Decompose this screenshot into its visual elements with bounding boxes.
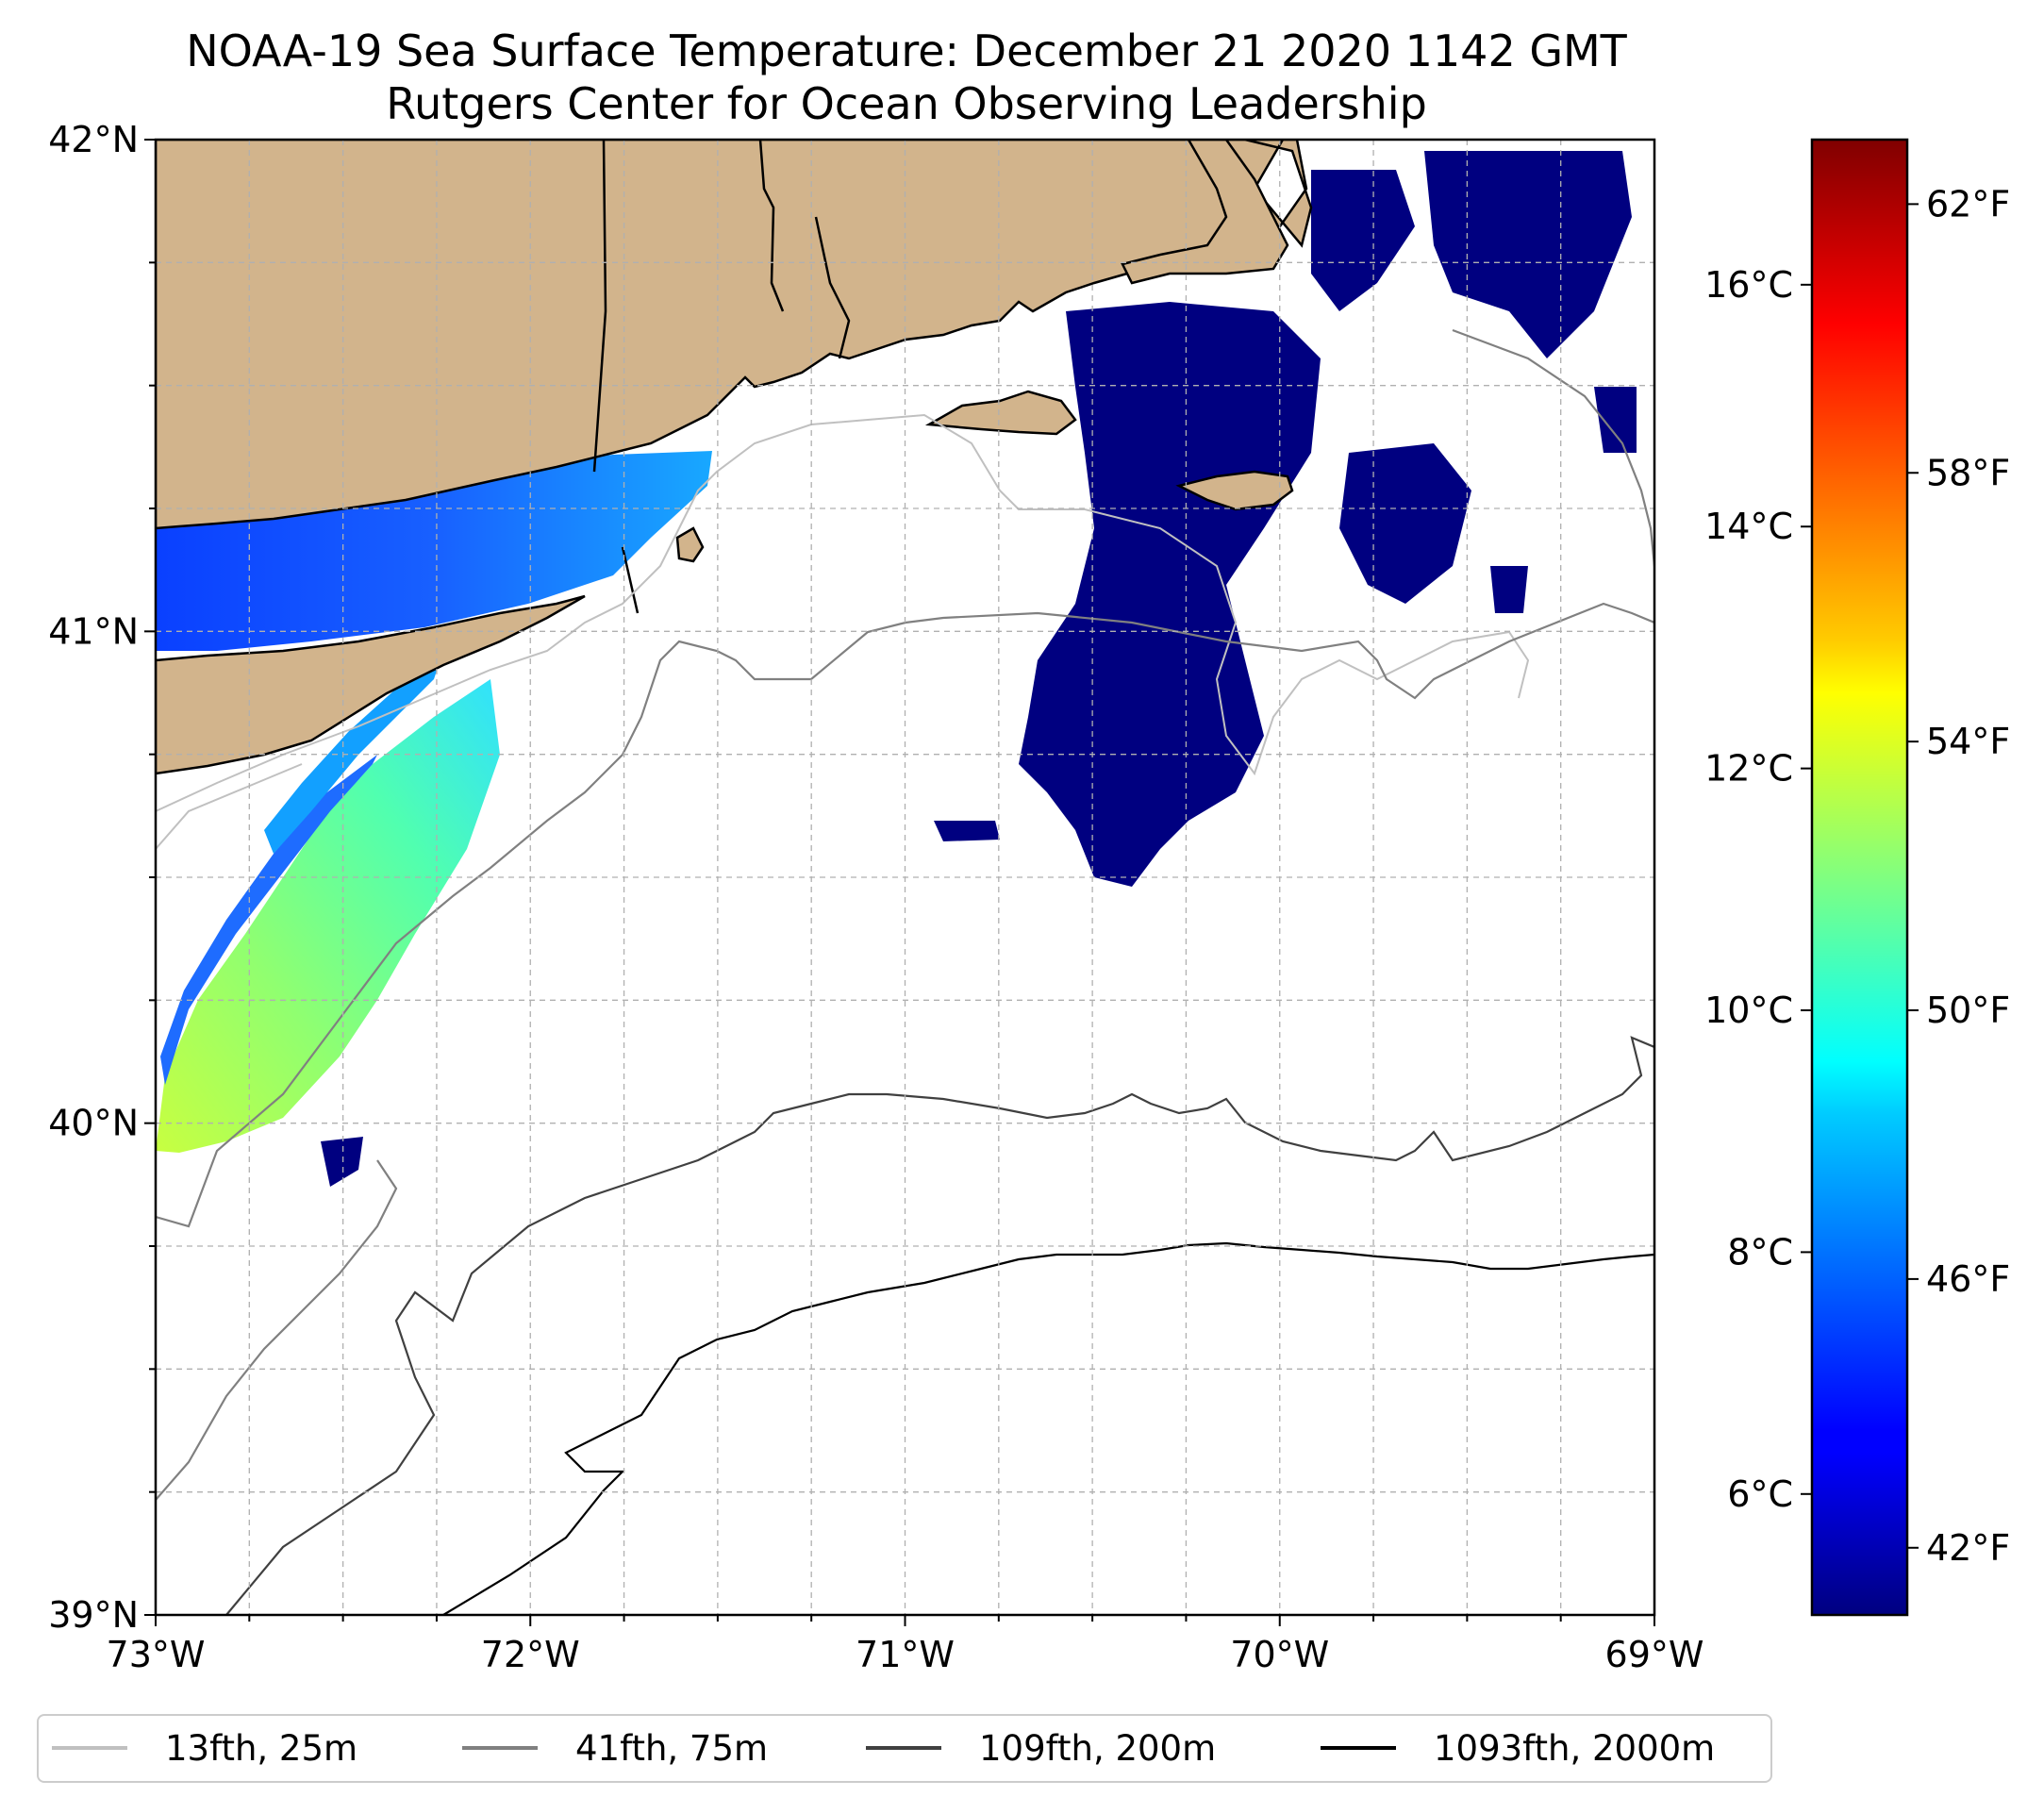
colorbar-celsius-label: 10°C bbox=[1704, 990, 1793, 1031]
contour-75m-b bbox=[1452, 328, 1654, 567]
x-tick-label: 73°W bbox=[107, 1634, 206, 1675]
legend-label: 1093fth, 2000m bbox=[1434, 1728, 1715, 1769]
land-new-england bbox=[156, 140, 1313, 530]
colorbar-fahrenheit-label: 62°F bbox=[1926, 183, 2010, 225]
colorbar-celsius-label: 12°C bbox=[1704, 748, 1793, 790]
x-tick-label: 72°W bbox=[481, 1634, 580, 1675]
legend-label: 13fth, 25m bbox=[165, 1728, 357, 1769]
bathymetry-contours bbox=[156, 328, 1654, 1615]
colorbar-ticks bbox=[1801, 203, 1919, 1549]
y-tick-label: 39°N bbox=[48, 1594, 139, 1636]
colorbar-fahrenheit-label: 42°F bbox=[1926, 1527, 2010, 1569]
y-tick-label: 42°N bbox=[48, 119, 139, 160]
state-borders bbox=[592, 140, 851, 614]
colorbar-celsius-label: 8°C bbox=[1727, 1231, 1793, 1273]
colorbar-labels: 16°C 14°C 12°C 10°C 8°C 6°C 62°F 58°F 54°F 50°F 46… bbox=[1704, 183, 2010, 1568]
sst-patch-coastal-strip bbox=[264, 651, 443, 854]
colorbar-fahrenheit-label: 58°F bbox=[1926, 452, 2010, 493]
contour-75m-c bbox=[156, 1159, 398, 1501]
land-marthas-vineyard bbox=[924, 390, 1077, 436]
sst-patch-east-georges bbox=[1311, 170, 1415, 311]
legend-label: 109fth, 200m bbox=[979, 1728, 1216, 1769]
colorbar bbox=[1812, 140, 1907, 1615]
land-long-island bbox=[156, 594, 586, 775]
map-title: NOAA-19 Sea Surface Temperature: Decembe… bbox=[186, 25, 1627, 76]
colorbar-celsius-label: 6°C bbox=[1727, 1473, 1793, 1515]
colorbar-celsius-label: 14°C bbox=[1704, 506, 1793, 547]
contour-200m bbox=[225, 1036, 1654, 1615]
y-tick-label: 41°N bbox=[48, 610, 139, 652]
sst-patch-northeast bbox=[1424, 151, 1632, 358]
colorbar-fahrenheit-label: 50°F bbox=[1926, 990, 2010, 1031]
contour-legend: 13fth, 25m 41fth, 75m 109fth, 200m 1093fth,… bbox=[37, 1714, 1772, 1783]
map-axis-ticks bbox=[144, 139, 1655, 1626]
contour-75m bbox=[156, 602, 1654, 1228]
colorbar-celsius-label: 16°C bbox=[1704, 264, 1793, 306]
land-nantucket bbox=[1175, 470, 1294, 511]
sst-patch-small-1 bbox=[934, 821, 1000, 841]
colorbar-frame bbox=[1810, 138, 1909, 1617]
x-tick-label: 69°W bbox=[1605, 1634, 1704, 1675]
sst-patch-small-2 bbox=[321, 1137, 363, 1187]
contour-25m bbox=[156, 413, 1530, 812]
sst-patch-south-long-island bbox=[156, 679, 500, 1153]
contour-25m-b bbox=[156, 763, 303, 850]
y-tick-label: 40°N bbox=[48, 1103, 139, 1144]
colorbar-fahrenheit-label: 46°F bbox=[1926, 1258, 2010, 1300]
map-axis-labels: 73°W 72°W 71°W 70°W 69°W 42°N 41°N 40°N 39°N bbox=[48, 119, 1703, 1675]
land-layer bbox=[156, 140, 1313, 775]
legend-label: 41fth, 75m bbox=[575, 1728, 768, 1769]
sst-patch-east-shoals bbox=[1339, 443, 1471, 604]
contour-2000m bbox=[442, 1241, 1654, 1615]
land-cape-cod bbox=[1121, 140, 1289, 285]
sst-patch-nantucket-shoals bbox=[1019, 302, 1321, 887]
map-gridlines bbox=[156, 140, 1654, 1615]
x-tick-label: 70°W bbox=[1230, 1634, 1329, 1675]
x-tick-label: 71°W bbox=[856, 1634, 955, 1675]
land-block-island bbox=[675, 526, 705, 563]
colorbar-fahrenheit-label: 54°F bbox=[1926, 721, 2010, 762]
sst-patch-far-east bbox=[1594, 387, 1637, 453]
map-subtitle: Rutgers Center for Ocean Observing Leade… bbox=[386, 78, 1427, 129]
sst-patch-small-4 bbox=[1490, 566, 1528, 613]
